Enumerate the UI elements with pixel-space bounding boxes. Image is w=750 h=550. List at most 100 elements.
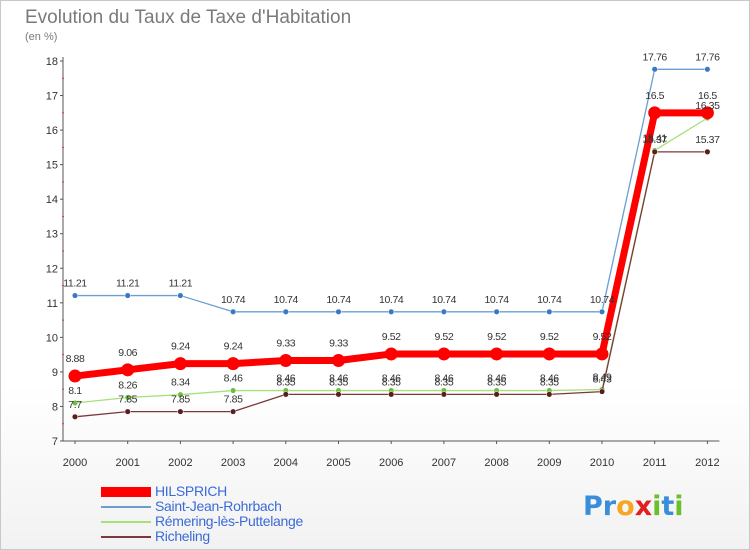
data-label-saint-jean-rohrbach: 10.74 [590,294,615,306]
data-label-richeling: 15.37 [643,134,668,146]
data-label-r-mering-l-s-puttelange: 8.1 [68,385,82,397]
data-label-richeling: 8.35 [487,376,506,388]
data-label-hilsprich: 8.88 [66,353,85,365]
legend-swatch [101,487,151,497]
data-point-hilsprich [332,354,345,368]
data-point-hilsprich [437,347,451,361]
legend-swatch [101,521,151,523]
chart-title: Evolution du Taux de Taxe d'Habitation [25,7,352,28]
data-point-hilsprich [279,354,293,368]
logo-letter: i [674,491,684,522]
proxiti-logo: Proxiti [583,491,684,522]
data-label-hilsprich: 9.33 [276,338,295,350]
logo-letter: r [602,491,617,522]
data-label-saint-jean-rohrbach: 10.74 [537,294,562,306]
data-point-richeling [440,391,447,398]
x-tick-label: 2008 [484,457,508,469]
data-point-hilsprich [490,347,504,361]
data-label-r-mering-l-s-puttelange: 8.46 [540,373,559,385]
data-label-hilsprich: 9.52 [434,331,453,343]
data-label-r-mering-l-s-puttelange: 8.26 [118,379,137,391]
x-tick-label: 2012 [695,457,719,469]
data-label-richeling: 7.85 [118,394,137,406]
data-label-hilsprich: 9.52 [540,331,559,343]
data-label-saint-jean-rohrbach: 10.74 [326,294,351,306]
data-point-richeling [546,391,553,398]
x-tick-label: 2010 [590,457,614,469]
legend-label: Richeling [155,528,210,544]
data-point-hilsprich [384,347,398,361]
y-tick-label: 8 [52,401,58,413]
x-tick-label: 2001 [115,457,139,469]
x-tick-label: 2009 [537,457,561,469]
x-tick-label: 2004 [274,457,298,469]
data-label-richeling: 8.35 [276,376,295,388]
data-label-hilsprich: 9.24 [171,341,190,353]
y-tick-label: 18 [46,56,58,68]
data-point-richeling [704,148,711,155]
data-label-r-mering-l-s-puttelange: 8.46 [329,373,348,385]
data-point-saint-jean-rohrbach [230,308,237,315]
data-point-saint-jean-rohrbach [177,292,184,299]
legend-label: HILSPRICH [155,483,227,499]
data-point-saint-jean-rohrbach [335,308,342,315]
series-line-saint-jean-rohrbach [75,68,708,313]
data-label-saint-jean-rohrbach: 17.76 [695,51,720,63]
data-label-richeling: 8.35 [382,376,401,388]
data-label-saint-jean-rohrbach: 10.74 [221,294,246,306]
data-point-richeling [335,391,342,398]
y-tick-label: 14 [46,194,58,206]
data-label-saint-jean-rohrbach: 17.76 [643,51,668,63]
data-point-hilsprich [121,363,135,377]
data-point-richeling [71,413,79,420]
y-tick-label: 10 [46,332,58,344]
data-point-saint-jean-rohrbach [440,308,447,315]
y-tick-label: 17 [46,91,58,103]
data-point-hilsprich [173,357,187,371]
logo-letter: i [652,491,662,522]
data-point-saint-jean-rohrbach [598,308,606,315]
data-point-richeling [598,388,606,395]
data-label-hilsprich: 16.5 [645,90,664,102]
data-point-saint-jean-rohrbach [282,308,289,315]
data-point-richeling [388,391,395,398]
data-point-richeling [230,408,237,415]
data-point-richeling [651,148,658,155]
y-tick-label: 16 [46,125,58,137]
data-label-r-mering-l-s-puttelange: 16.35 [695,100,720,112]
logo-letter: P [583,491,603,522]
data-label-saint-jean-rohrbach: 10.74 [484,294,509,306]
data-label-r-mering-l-s-puttelange: 8.34 [171,377,190,389]
data-label-hilsprich: 9.24 [224,341,243,353]
x-tick-label: 2002 [168,457,192,469]
data-label-saint-jean-rohrbach: 10.74 [379,294,404,306]
data-point-hilsprich [542,347,556,361]
logo-letter: o [616,491,635,522]
x-tick-label: 2005 [326,457,350,469]
data-point-hilsprich [226,357,240,371]
data-point-hilsprich [648,106,662,120]
data-label-r-mering-l-s-puttelange: 8.46 [224,373,243,385]
legend-label: Rémering-lès-Puttelange [155,513,303,529]
axes: 7 8 9 10 11 12 13 14 15 16 17 18 2000 2001 2002 2003 200… [46,56,720,469]
data-label-richeling: 8.43 [593,374,612,386]
data-point-richeling [124,408,131,415]
data-label-saint-jean-rohrbach: 10.74 [432,294,457,306]
x-tick-label: 2006 [379,457,403,469]
data-point-saint-jean-rohrbach [71,292,79,299]
legend-swatch [101,506,151,508]
data-label-hilsprich: 16.5 [698,90,717,102]
data-label-richeling: 8.35 [540,376,559,388]
data-label-r-mering-l-s-puttelange: 15.41 [643,132,668,144]
data-point-saint-jean-rohrbach [493,308,500,315]
data-label-saint-jean-rohrbach: 10.74 [274,294,299,306]
data-point-richeling [493,391,500,398]
data-label-hilsprich: 9.33 [329,338,348,350]
x-tick-label: 2003 [221,457,245,469]
data-label-richeling: 7.85 [224,394,243,406]
y-tick-label: 11 [47,298,58,310]
unit-label: (en %) [25,31,58,43]
y-tick-label: 15 [46,160,58,172]
data-point-saint-jean-rohrbach [704,66,711,73]
